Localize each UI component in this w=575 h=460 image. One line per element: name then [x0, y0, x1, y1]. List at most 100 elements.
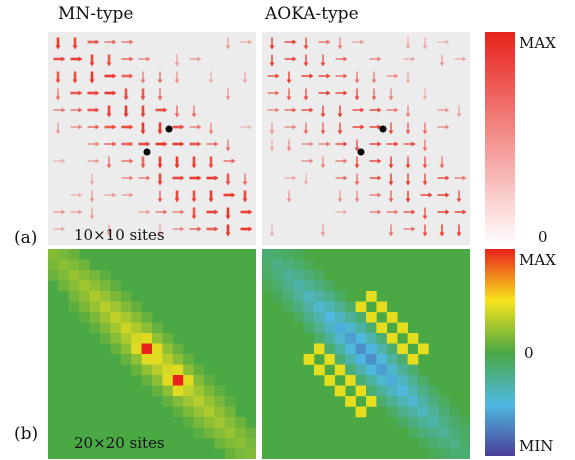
heat-cell: [262, 280, 273, 292]
heat-cell: [324, 333, 336, 344]
heat-cell: [355, 322, 367, 334]
heat-cell: [314, 291, 325, 302]
heat-cell: [418, 396, 429, 407]
heat-cell: [334, 291, 346, 302]
heat-cell: [459, 417, 470, 428]
heat-cell: [193, 364, 205, 376]
heat-cell: [120, 312, 132, 323]
heat-cell: [141, 375, 153, 386]
heat-cell: [418, 375, 429, 386]
heat-cell: [366, 343, 377, 355]
heat-cell: [355, 385, 367, 397]
arrow-head: [180, 124, 185, 130]
heat-cell: [334, 312, 346, 323]
heat-cell: [438, 396, 450, 407]
arrow-head: [377, 192, 382, 198]
arrow-head: [320, 232, 326, 237]
heat-cell: [204, 427, 215, 439]
heat-cell: [428, 417, 440, 428]
arrow-head: [208, 164, 214, 169]
heat-cell: [386, 364, 398, 376]
heat-cell: [376, 301, 388, 313]
arrow-head: [269, 45, 275, 50]
arrow-head: [55, 45, 61, 50]
arrow-head: [248, 226, 253, 232]
arrow-head: [106, 164, 112, 169]
arrow-head: [394, 107, 399, 113]
arrow-head: [197, 141, 202, 147]
arrow-head: [180, 175, 185, 181]
heat-cell: [334, 333, 346, 344]
heat-cell: [131, 333, 142, 344]
arrow-head: [405, 130, 411, 135]
arrow-head: [292, 39, 297, 45]
arrow-head: [225, 215, 231, 220]
arrow-head: [231, 192, 236, 198]
arrow-head: [163, 209, 168, 215]
arrow-head: [55, 130, 61, 135]
arrow-head: [191, 113, 197, 118]
arrow-head: [303, 181, 309, 186]
heat-cell: [376, 333, 388, 344]
arrow-head: [388, 164, 394, 169]
arrow-head: [140, 130, 146, 135]
arrow-head: [462, 56, 467, 62]
arrow-head: [180, 141, 185, 147]
heat-cell: [79, 291, 90, 302]
arrow-head: [275, 73, 280, 79]
heat-cell: [428, 385, 440, 397]
heat-cell: [68, 291, 80, 302]
arrow-head: [422, 130, 428, 135]
heat-cell: [204, 396, 215, 407]
heat-cell: [386, 385, 398, 397]
arrow-head: [320, 164, 326, 169]
heat-cell: [314, 301, 325, 313]
heat-cell: [193, 427, 205, 439]
arrow-head: [197, 175, 202, 181]
panel-b-aoka-heatmap: [262, 249, 470, 459]
arrow-head: [377, 124, 382, 130]
arrow-head: [405, 45, 411, 50]
arrow-head: [225, 45, 231, 50]
heat-cell: [324, 322, 336, 334]
heat-cell: [334, 343, 346, 355]
heat-cell: [204, 417, 215, 428]
arrow-head: [354, 79, 360, 84]
heat-cell: [152, 322, 163, 334]
arrow-head: [112, 141, 117, 147]
heat-cell: [366, 312, 377, 323]
arrow-head: [191, 215, 197, 220]
arrow-head: [445, 175, 450, 181]
heat-cell: [366, 396, 377, 407]
heat-cell: [131, 354, 142, 365]
heat-cell: [58, 270, 70, 281]
heat-cell: [397, 343, 408, 355]
arrow-head: [180, 226, 185, 232]
arrow-head: [422, 215, 428, 220]
arrow-head: [388, 96, 394, 101]
arrow-head: [174, 198, 180, 203]
arrow-head: [208, 198, 214, 203]
heat-cell: [141, 354, 153, 365]
heat-cell: [386, 333, 398, 344]
arrow-head: [377, 175, 382, 181]
colorbar-a-max-label: MAX: [519, 34, 556, 52]
heat-cell: [407, 406, 419, 418]
arrow-head: [174, 164, 180, 169]
arrow-head: [95, 141, 100, 147]
heat-cell: [397, 396, 408, 407]
heat-cell: [366, 385, 377, 397]
heat-cell: [386, 354, 398, 365]
arrow-head: [225, 147, 231, 152]
arrow-head: [208, 130, 214, 135]
heat-cell: [314, 280, 325, 292]
arrow-head: [360, 39, 365, 45]
heat-cell: [193, 375, 205, 386]
heat-cell: [418, 343, 429, 355]
arrow-head: [95, 124, 100, 130]
arrow-head: [231, 158, 236, 164]
arrow-head: [78, 209, 83, 215]
heat-cell: [303, 301, 315, 313]
heat-cell: [355, 312, 367, 323]
heat-cell: [314, 312, 325, 323]
